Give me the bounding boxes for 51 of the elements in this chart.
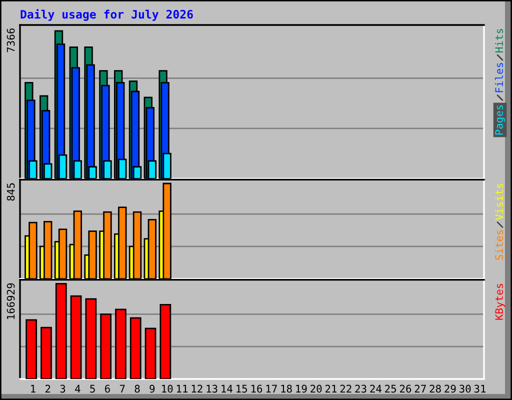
text: Hits xyxy=(494,29,504,52)
text: Sites xyxy=(494,230,504,260)
chart-title: Daily usage for July 2026 xyxy=(20,9,193,21)
x-tick-label: 28 xyxy=(430,384,441,393)
bar xyxy=(70,295,82,379)
x-tick-label: 4 xyxy=(75,384,80,393)
x-tick-label: 3 xyxy=(60,384,66,393)
x-tick-label: 17 xyxy=(266,384,277,393)
x-tick-label: 30 xyxy=(460,384,471,393)
x-tick-label: 9 xyxy=(150,384,155,393)
bar xyxy=(26,319,38,379)
bar xyxy=(40,326,52,379)
x-tick-label: 8 xyxy=(134,384,140,393)
x-tick-label: 7 xyxy=(120,384,125,393)
x-tick-label: 12 xyxy=(192,384,202,393)
bar xyxy=(160,304,172,379)
x-tick-label: 10 xyxy=(162,384,173,393)
x-tick-label: 1 xyxy=(31,384,36,393)
bar xyxy=(85,298,97,379)
text: 845 xyxy=(6,183,15,201)
x-tick-label: 13 xyxy=(206,384,218,393)
x-tick-label: 20 xyxy=(310,384,322,393)
text: Pages xyxy=(495,105,506,135)
x-tick-label: 24 xyxy=(370,384,382,393)
x-tick-label: 25 xyxy=(385,384,396,393)
text: 166929 xyxy=(6,283,15,319)
x-tick-label: 26 xyxy=(400,384,412,393)
x-tick-label: 22 xyxy=(340,384,352,393)
x-tick-label: 21 xyxy=(325,384,337,393)
bar xyxy=(144,328,156,379)
x-tick-label: 27 xyxy=(414,384,426,393)
x-tick-label: 18 xyxy=(281,384,292,393)
x-tick-label: 5 xyxy=(90,384,95,393)
text: Files xyxy=(494,63,504,92)
bar xyxy=(55,282,67,379)
text: 7366 xyxy=(6,28,15,52)
x-tick-label: 14 xyxy=(222,384,232,393)
text: KBytes xyxy=(495,284,506,320)
x-tick-label: 11 xyxy=(176,384,188,393)
x-tick-label: 16 xyxy=(251,384,262,393)
bar xyxy=(115,308,126,379)
x-tick-label: 15 xyxy=(236,384,248,393)
x-tick-label: 6 xyxy=(105,384,110,393)
bar xyxy=(130,317,142,379)
x-tick-label: 19 xyxy=(296,384,307,393)
x-tick-label: 29 xyxy=(444,384,456,393)
x-tick-label: 2 xyxy=(46,384,50,393)
x-tick-label: 31 xyxy=(474,384,486,393)
text: Visits xyxy=(494,184,504,220)
x-tick-label: 23 xyxy=(355,384,366,393)
bar xyxy=(100,313,112,379)
